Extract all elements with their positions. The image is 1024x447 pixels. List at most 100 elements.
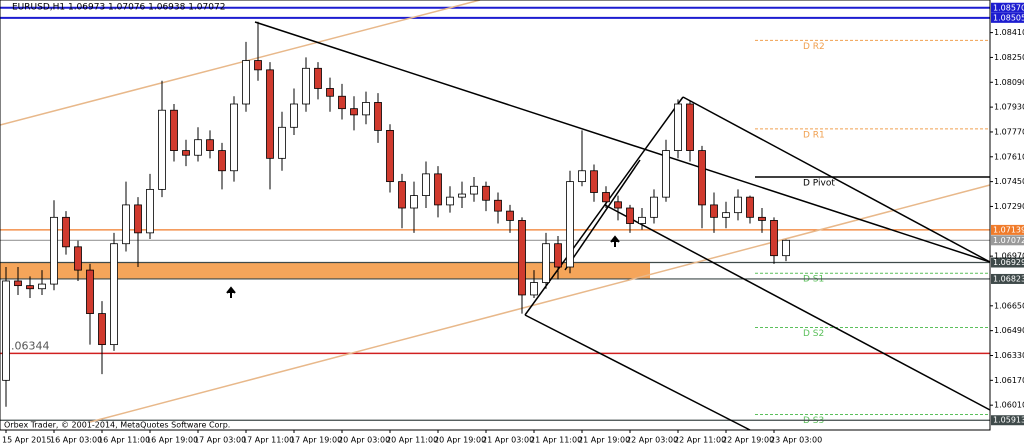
candle-body — [674, 103, 682, 151]
x-tick-label: 15 Apr 2015 — [2, 436, 51, 445]
candle-body — [530, 282, 538, 296]
level-tag — [991, 273, 1024, 284]
plot-frame — [0, 0, 991, 431]
pitchfork-line — [604, 204, 991, 411]
trendlines — [0, 0, 991, 431]
y-tick-label: 1.08090 — [994, 78, 1024, 87]
candle-body — [578, 170, 586, 183]
level-label: 1.08570 — [993, 3, 1024, 12]
candle-body — [38, 283, 46, 290]
candle-body — [50, 216, 58, 285]
candle-body — [458, 193, 466, 198]
candle-body — [338, 95, 346, 110]
candle-body — [626, 207, 634, 224]
candle-body — [662, 150, 670, 198]
candle-body — [242, 60, 250, 105]
pitchfork-line — [564, 159, 641, 271]
x-tick-label: 20 Apr 19:00 — [434, 436, 486, 445]
candle-body — [146, 188, 154, 234]
x-tick-label: 17 Apr 11:00 — [242, 436, 294, 445]
candle-body — [698, 150, 706, 206]
candle-body — [470, 185, 478, 195]
x-tick-label: 22 Apr 03:00 — [626, 436, 678, 445]
candle-body — [326, 88, 334, 97]
candle-body — [434, 173, 442, 206]
x-tick-label: 17 Apr 03:00 — [194, 436, 246, 445]
candle-body — [398, 181, 406, 209]
candle-body — [506, 210, 514, 221]
candle-body — [194, 139, 202, 156]
pivot-label: D S3 — [803, 416, 824, 426]
candle-body — [266, 69, 274, 159]
level-tag — [991, 12, 1024, 23]
level-tag — [991, 415, 1024, 426]
level-label: 1.06929 — [993, 258, 1024, 267]
candle-body — [722, 212, 730, 218]
x-tick-label: 21 Apr 03:00 — [482, 436, 534, 445]
candle-body — [26, 285, 34, 290]
candle-body — [278, 126, 286, 159]
x-tick-label: 23 Apr 03:00 — [770, 436, 822, 445]
candle-body — [638, 216, 646, 224]
candle-body — [422, 173, 430, 196]
footer: Orbex Trader, © 2001-2014, MetaQuotes So… — [4, 421, 230, 430]
zone — [0, 262, 650, 279]
pitchfork-line — [524, 314, 751, 431]
candle-body — [230, 103, 238, 172]
y-tick-label: 1.06330 — [994, 351, 1024, 360]
support-label: 1.06344 — [4, 339, 50, 352]
x-tick-label: 16 Apr 11:00 — [98, 436, 150, 445]
candle-body — [410, 195, 418, 209]
candle-body — [758, 216, 766, 221]
candle-body — [614, 201, 622, 209]
y-tick-label: 1.06490 — [994, 326, 1024, 335]
pivot-label: D S2 — [803, 329, 824, 339]
candle-body — [98, 313, 106, 346]
x-tick-label: 21 Apr 19:00 — [578, 436, 630, 445]
candle-body — [686, 103, 694, 151]
candle-body — [482, 185, 490, 201]
candle-body — [74, 246, 82, 271]
candle-body — [206, 139, 214, 151]
candle-body — [590, 170, 598, 193]
candle-body — [290, 103, 298, 128]
candle-body — [734, 196, 742, 214]
level-label: 1.08505 — [993, 13, 1024, 22]
candle-body — [554, 243, 562, 268]
y-tick-label: 1.06170 — [994, 376, 1024, 385]
y-tick-label: 1.06970 — [994, 252, 1024, 261]
pitchfork-line — [682, 96, 991, 263]
candle-body — [314, 67, 322, 89]
candle-body — [350, 108, 358, 116]
x-tick-label: 22 Apr 19:00 — [722, 436, 774, 445]
candle-body — [2, 280, 10, 381]
candle-body — [182, 150, 190, 156]
chart-title: EURUSD,H1 1.06973 1.07076 1.06938 1.0707… — [12, 3, 225, 13]
arrow — [226, 286, 236, 298]
y-tick-label: 1.07610 — [994, 152, 1024, 161]
pivot-label: D R1 — [803, 130, 825, 140]
x-tick-label: 20 Apr 03:00 — [338, 436, 390, 445]
candle-body — [710, 204, 718, 218]
pivot-label: D R2 — [803, 42, 825, 52]
candle-body — [362, 102, 370, 116]
arrows — [226, 235, 620, 298]
candle-body — [254, 60, 262, 71]
candle-body — [782, 239, 790, 257]
y-tick-label: 1.08410 — [994, 28, 1024, 37]
candle-body — [158, 109, 166, 190]
y-tick-label: 1.06010 — [994, 401, 1024, 410]
y-tick-label: 1.07770 — [994, 127, 1024, 136]
level-tag — [991, 2, 1024, 13]
arrow — [610, 235, 620, 247]
pivot-label: D Pivot — [803, 178, 835, 188]
candle-body — [374, 102, 382, 131]
candle-body — [170, 109, 178, 151]
y-tick-label: 1.07290 — [994, 202, 1024, 211]
pivot-label: D S1 — [803, 275, 824, 285]
candle-body — [518, 220, 526, 296]
candle-body — [386, 129, 394, 183]
